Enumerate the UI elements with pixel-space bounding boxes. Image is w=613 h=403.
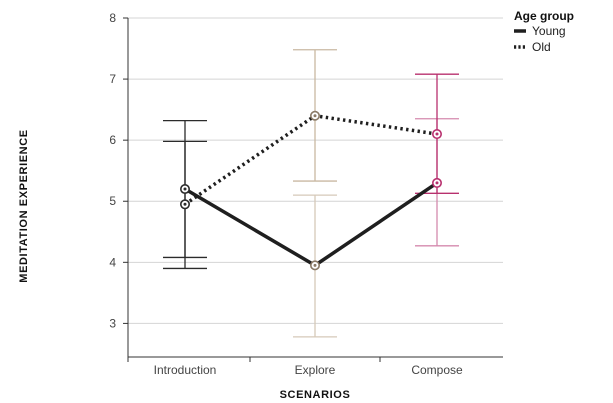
x-tick-label: Introduction [154, 363, 217, 377]
y-ticks: 3 4 5 6 7 8 [109, 11, 128, 330]
data-point-center [435, 181, 439, 185]
y-tick-label: 8 [109, 11, 116, 25]
axes [127, 18, 503, 358]
x-tick-label: Compose [411, 363, 463, 377]
legend-title: Age group [514, 9, 574, 23]
series-lines [184, 113, 438, 268]
x-axis-title: SCENARIOS [280, 389, 351, 401]
data-points [180, 110, 442, 271]
y-tick-label: 7 [109, 72, 116, 86]
series-line-old [184, 113, 438, 206]
legend: Age group Young Old [514, 9, 574, 54]
y-tick-label: 4 [109, 255, 116, 269]
data-point-center [183, 187, 187, 191]
legend-label-young: Young [532, 24, 566, 38]
data-point-center [313, 114, 317, 118]
data-point-center [183, 202, 187, 206]
y-tick-label: 6 [109, 133, 116, 147]
data-point-center [313, 263, 317, 267]
data-point-center [435, 132, 439, 136]
y-tick-label: 5 [109, 194, 116, 208]
x-tick-label: Explore [295, 363, 336, 377]
error-bars [163, 49, 459, 338]
legend-label-old: Old [532, 40, 551, 54]
y-axis-title: MEDITATION EXPERIENCE [18, 129, 30, 282]
x-ticks: Introduction Explore Compose [127, 357, 463, 377]
y-tick-label: 3 [109, 316, 116, 330]
